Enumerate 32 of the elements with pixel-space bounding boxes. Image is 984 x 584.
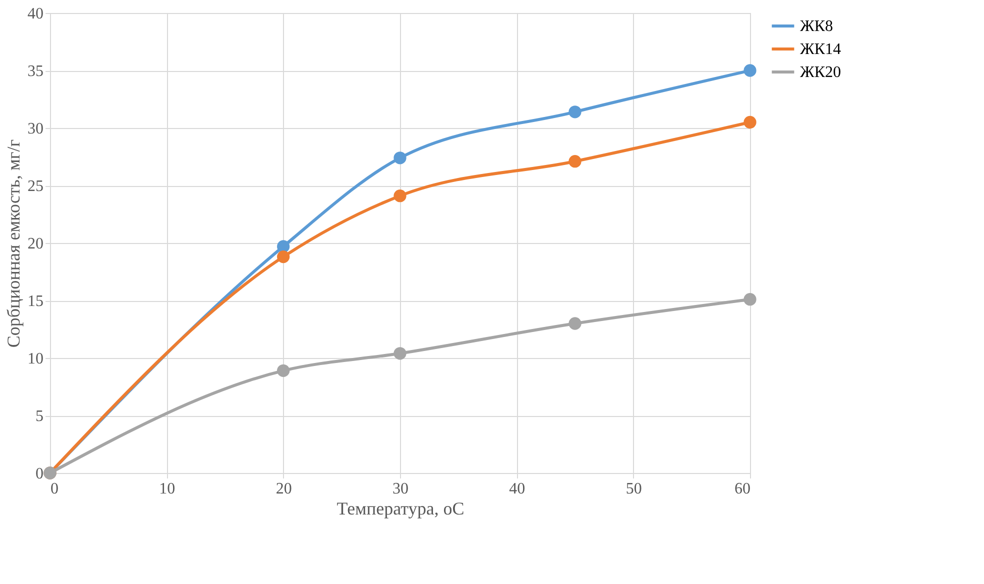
point: [744, 64, 756, 77]
x-tick-label: 60: [734, 480, 750, 498]
point: [744, 293, 756, 306]
y-tick-label: 0: [36, 466, 44, 482]
x-tick-label: 10: [159, 480, 176, 498]
point: [568, 317, 582, 330]
y-tick-label: 35: [28, 63, 44, 80]
y-tick-label: 15: [28, 293, 44, 310]
y-tick-label: 20: [28, 236, 44, 252]
y-tick-label: 10: [28, 350, 44, 368]
legend-label: ЖК14: [800, 41, 842, 58]
point: [277, 364, 290, 377]
point: [394, 190, 406, 202]
point: [277, 250, 290, 264]
point: [394, 152, 406, 164]
x-axis-title: Температура, oC: [336, 498, 464, 518]
y-tick-label: 5: [36, 408, 44, 425]
x-tick-label: 30: [392, 480, 408, 498]
x-tick-label: 40: [509, 480, 526, 498]
x-tick-label: 20: [276, 480, 292, 498]
point: [568, 155, 582, 168]
y-tick-label: 25: [28, 178, 44, 195]
y-axis-title: Сорбционная емкость, мг/г: [4, 139, 24, 348]
legend-label: ЖК8: [800, 18, 834, 35]
y-tick-label: 40: [28, 6, 44, 22]
point: [568, 106, 582, 118]
y-tick-label: 30: [28, 120, 44, 138]
x-tick-label: 50: [626, 480, 642, 498]
legend-label: ЖК20: [800, 64, 842, 81]
point: [744, 116, 756, 129]
x-tick-label: 0: [50, 480, 58, 498]
point: [394, 347, 406, 360]
